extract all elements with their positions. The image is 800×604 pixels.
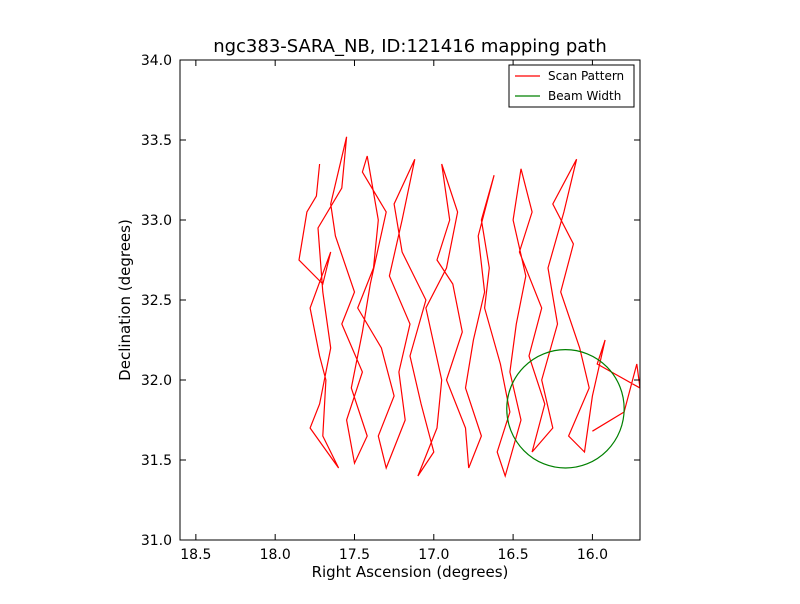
legend-label-scan-pattern: Scan Pattern bbox=[548, 69, 624, 83]
x-axis-label: Right Ascension (degrees) bbox=[312, 563, 509, 581]
y-tick-label: 33.0 bbox=[141, 213, 172, 229]
y-tick-label: 31.5 bbox=[141, 453, 172, 469]
y-tick-label: 32.5 bbox=[141, 293, 172, 309]
y-axis-label: Declination (degrees) bbox=[116, 219, 134, 381]
beam-width-circle bbox=[506, 348, 625, 469]
y-tick-label: 32.0 bbox=[141, 373, 172, 389]
x-tick-label: 16.0 bbox=[577, 547, 608, 563]
x-tick-label: 18.0 bbox=[260, 547, 291, 563]
x-tick-label: 16.5 bbox=[498, 547, 529, 563]
y-tick-label: 31.0 bbox=[141, 533, 172, 549]
y-tick-label: 34.0 bbox=[141, 53, 172, 69]
legend: Scan Pattern Beam Width bbox=[508, 64, 635, 108]
legend-label-beam-width: Beam Width bbox=[548, 89, 621, 103]
x-tick-label: 18.5 bbox=[180, 547, 211, 563]
x-tick-label: 17.5 bbox=[339, 547, 370, 563]
chart-title: ngc383-SARA_NB, ID:121416 mapping path bbox=[213, 36, 607, 57]
scan-pattern-line bbox=[298, 136, 640, 479]
legend-frame bbox=[508, 64, 635, 108]
y-tick-label: 33.5 bbox=[141, 133, 172, 149]
x-tick-label: 17.0 bbox=[418, 547, 449, 563]
